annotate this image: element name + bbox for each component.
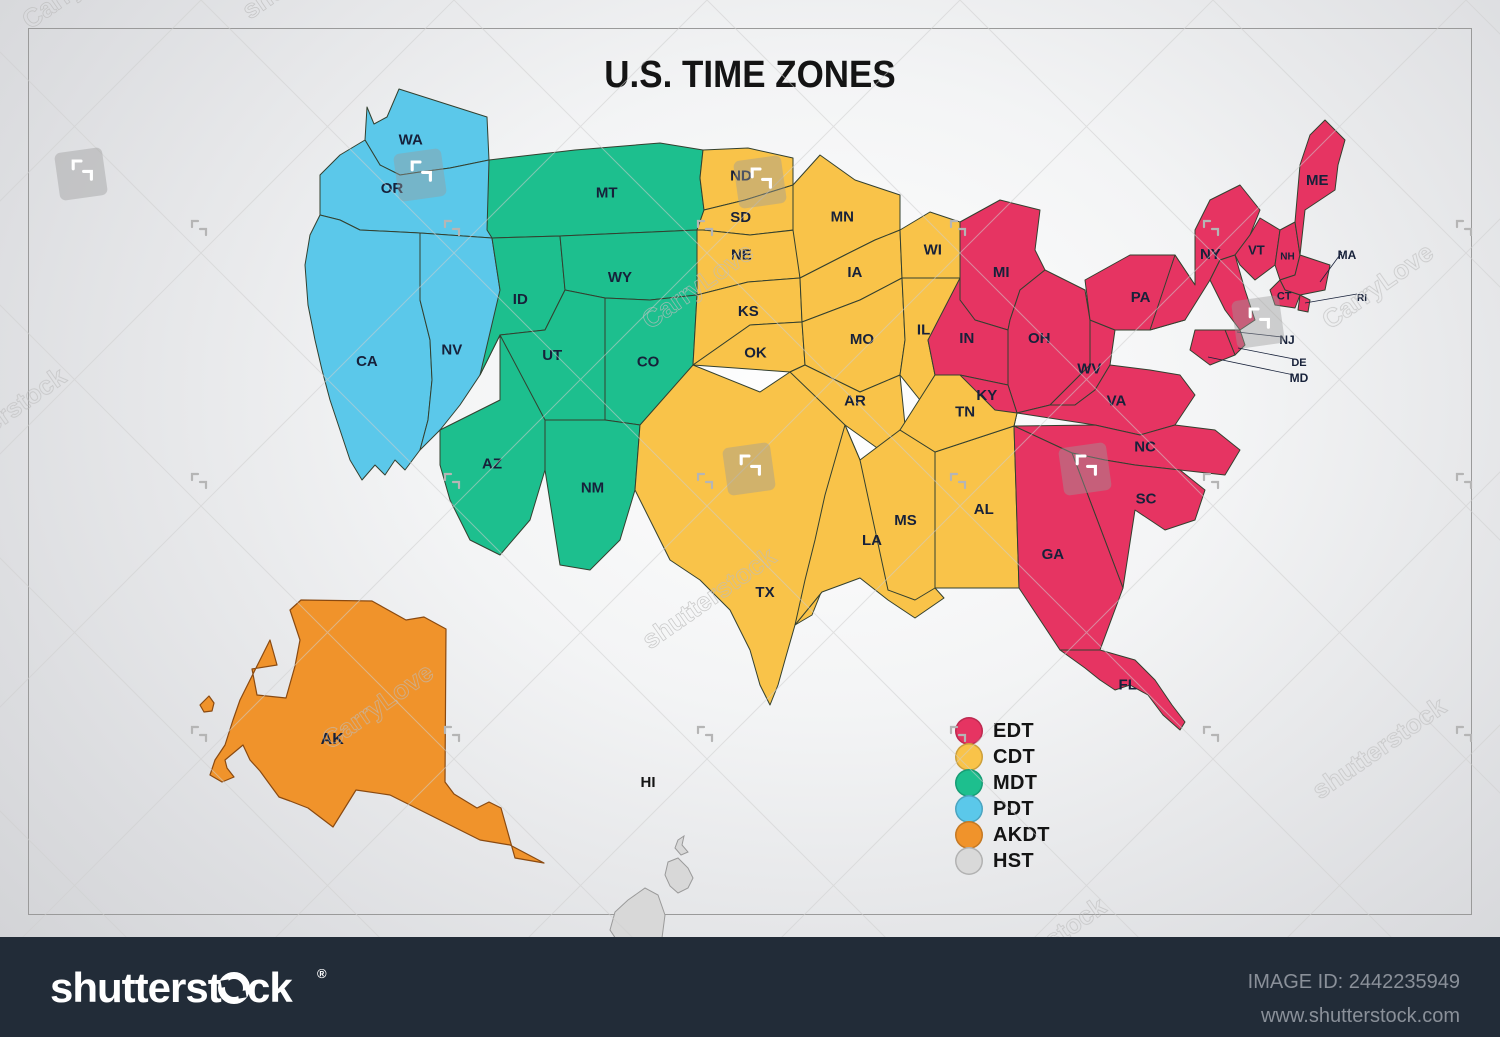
svg-text:TX: TX <box>755 584 774 601</box>
svg-text:OR: OR <box>381 180 404 197</box>
svg-text:MO: MO <box>850 331 874 348</box>
svg-text:MS: MS <box>894 512 917 529</box>
svg-text:CT: CT <box>1277 291 1292 303</box>
svg-text:KY: KY <box>976 387 997 404</box>
svg-text:IL: IL <box>917 321 930 338</box>
svg-text:CO: CO <box>637 354 660 371</box>
svg-text:NM: NM <box>581 480 604 497</box>
svg-text:VA: VA <box>1107 392 1127 409</box>
svg-text:NC: NC <box>1134 439 1156 456</box>
svg-text:®: ® <box>317 966 327 981</box>
svg-text:AL: AL <box>974 501 994 518</box>
svg-text:WA: WA <box>399 132 423 149</box>
svg-text:ID: ID <box>513 291 528 308</box>
svg-text:UT: UT <box>542 347 562 364</box>
svg-text:shutterst: shutterst <box>50 964 222 1011</box>
svg-text:CA: CA <box>356 353 378 370</box>
svg-text:AZ: AZ <box>482 456 502 473</box>
svg-text:NH: NH <box>1280 252 1294 263</box>
svg-text:LA: LA <box>862 532 882 549</box>
svg-text:ck: ck <box>247 964 293 1011</box>
svg-text:WI: WI <box>924 241 942 258</box>
svg-text:OH: OH <box>1028 330 1051 347</box>
svg-text:MD: MD <box>1290 371 1309 385</box>
svg-text:HI: HI <box>641 774 656 791</box>
svg-text:AR: AR <box>844 393 866 410</box>
svg-text:WY: WY <box>608 269 632 286</box>
svg-text:NE: NE <box>731 246 752 263</box>
svg-text:MA: MA <box>1338 248 1357 262</box>
svg-text:VT: VT <box>1248 243 1265 258</box>
svg-text:SD: SD <box>730 209 751 226</box>
svg-text:RI: RI <box>1357 293 1367 304</box>
svg-text:WV: WV <box>1077 361 1101 378</box>
svg-text:TN: TN <box>955 404 975 421</box>
svg-text:KS: KS <box>738 303 759 320</box>
svg-text:NY: NY <box>1200 246 1221 263</box>
svg-text:PA: PA <box>1131 289 1151 306</box>
svg-text:MI: MI <box>993 264 1010 281</box>
svg-text:FL: FL <box>1119 676 1137 693</box>
svg-text:GA: GA <box>1042 546 1065 563</box>
svg-text:OK: OK <box>744 344 767 361</box>
svg-text:MN: MN <box>831 208 854 225</box>
svg-text:NJ: NJ <box>1279 333 1294 347</box>
svg-text:DE: DE <box>1291 357 1306 369</box>
svg-text:IN: IN <box>959 330 974 347</box>
svg-text:AK: AK <box>321 731 345 748</box>
svg-text:IA: IA <box>847 264 862 281</box>
svg-text:ME: ME <box>1306 172 1329 189</box>
svg-text:MT: MT <box>596 185 618 202</box>
svg-text:NV: NV <box>441 342 462 359</box>
svg-text:SC: SC <box>1136 490 1157 507</box>
svg-text:ND: ND <box>730 168 752 185</box>
